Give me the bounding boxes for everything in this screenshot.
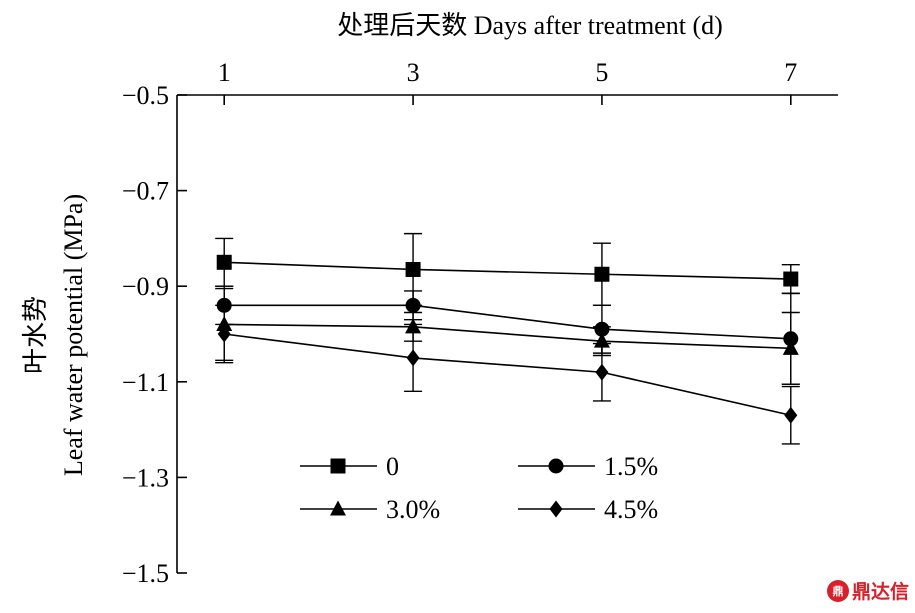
legend-marker	[330, 500, 346, 516]
series-3	[215, 304, 800, 445]
x-tick-label: 1	[218, 58, 231, 87]
series-1	[215, 285, 800, 385]
y-tick-label: −1.5	[122, 559, 169, 588]
legend-item: 1.5%	[518, 452, 658, 481]
y-tick-label: −0.5	[122, 81, 169, 110]
y-tick-label: −1.3	[122, 463, 169, 492]
series-layer	[215, 232, 800, 445]
data-point	[782, 339, 799, 355]
y-tick-label: −0.7	[122, 177, 169, 206]
x-axis-title: 处理后天数 Days after treatment (d)	[337, 11, 723, 40]
data-point	[216, 254, 232, 270]
legend-marker	[330, 458, 346, 474]
watermark-logo-icon: 鼎	[826, 579, 849, 602]
watermark-text: 鼎达信	[851, 581, 909, 603]
legend-label: 1.5%	[604, 452, 658, 481]
legend-marker	[548, 458, 564, 474]
legend-label: 4.5%	[604, 495, 658, 524]
legend: 0 1.5% 3.0% 4.5%	[300, 452, 658, 524]
legend-label: 0	[386, 452, 399, 481]
data-point	[595, 363, 609, 381]
series-line	[224, 333, 791, 417]
series-0	[215, 232, 800, 307]
legend-item: 3.0%	[300, 495, 440, 524]
x-tick-label: 5	[595, 58, 608, 87]
y-axis-title-cn: 叶水势	[21, 296, 50, 374]
data-point	[784, 406, 798, 424]
y-tick-label: −1.1	[122, 368, 169, 397]
legend-marker	[549, 500, 563, 518]
legend-item: 4.5%	[518, 495, 658, 524]
watermark: 鼎 鼎达信	[826, 577, 909, 604]
data-point	[405, 261, 421, 277]
x-tick-label: 7	[784, 58, 797, 87]
data-point	[405, 297, 421, 313]
data-point	[406, 349, 420, 367]
series-line	[224, 261, 791, 280]
data-point	[217, 325, 231, 343]
axes: −0.5 −0.7 −0.9 −1.1 −1.3 −1.5 1 3 5 7	[122, 58, 838, 588]
data-point	[594, 266, 610, 282]
legend-label: 3.0%	[386, 495, 440, 524]
series-line	[224, 304, 791, 340]
series-line	[224, 323, 791, 350]
data-point	[783, 271, 799, 287]
legend-item: 0	[300, 452, 399, 481]
y-axis-title: Leaf water potential (MPa)	[59, 194, 88, 476]
series-2	[215, 287, 800, 385]
x-tick-label: 3	[407, 58, 420, 87]
y-tick-label: −0.9	[122, 272, 169, 301]
